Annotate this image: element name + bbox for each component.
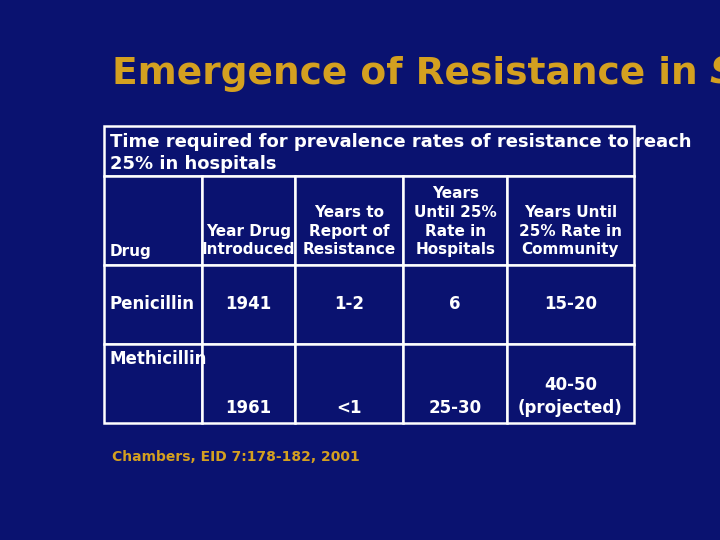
Bar — [403, 344, 507, 423]
Text: S. aureus: S. aureus — [711, 56, 720, 92]
Bar — [104, 126, 634, 177]
Bar — [202, 265, 294, 344]
Text: Penicillin: Penicillin — [109, 295, 194, 313]
Text: Time required for prevalence rates of resistance to reach
25% in hospitals: Time required for prevalence rates of re… — [110, 132, 692, 173]
Bar — [202, 177, 294, 265]
Bar — [507, 265, 634, 344]
Bar — [104, 344, 202, 423]
Text: Years
Until 25%
Rate in
Hospitals: Years Until 25% Rate in Hospitals — [414, 186, 497, 257]
Text: 40-50
(projected): 40-50 (projected) — [518, 376, 623, 417]
Text: Methicillin: Methicillin — [109, 350, 207, 368]
Bar — [507, 177, 634, 265]
Bar — [104, 177, 202, 265]
Text: 1-2: 1-2 — [334, 295, 364, 313]
Text: 25-30: 25-30 — [428, 399, 482, 417]
Bar — [403, 265, 507, 344]
Bar — [294, 344, 403, 423]
Bar — [202, 344, 294, 423]
Text: 15-20: 15-20 — [544, 295, 597, 313]
Text: 6: 6 — [449, 295, 461, 313]
Bar — [403, 177, 507, 265]
Text: 1961: 1961 — [225, 399, 271, 417]
Text: <1: <1 — [336, 399, 362, 417]
Text: Years Until
25% Rate in
Community: Years Until 25% Rate in Community — [519, 205, 622, 257]
Text: Chambers, EID 7:178-182, 2001: Chambers, EID 7:178-182, 2001 — [112, 450, 359, 464]
Bar — [507, 344, 634, 423]
Text: 1941: 1941 — [225, 295, 271, 313]
Text: Year Drug
Introduced: Year Drug Introduced — [202, 224, 295, 257]
Text: Years to
Report of
Resistance: Years to Report of Resistance — [302, 205, 396, 257]
Bar — [294, 265, 403, 344]
Bar — [294, 177, 403, 265]
Text: Emergence of Resistance in: Emergence of Resistance in — [112, 56, 711, 92]
Text: Drug: Drug — [109, 244, 151, 259]
Bar — [104, 265, 202, 344]
